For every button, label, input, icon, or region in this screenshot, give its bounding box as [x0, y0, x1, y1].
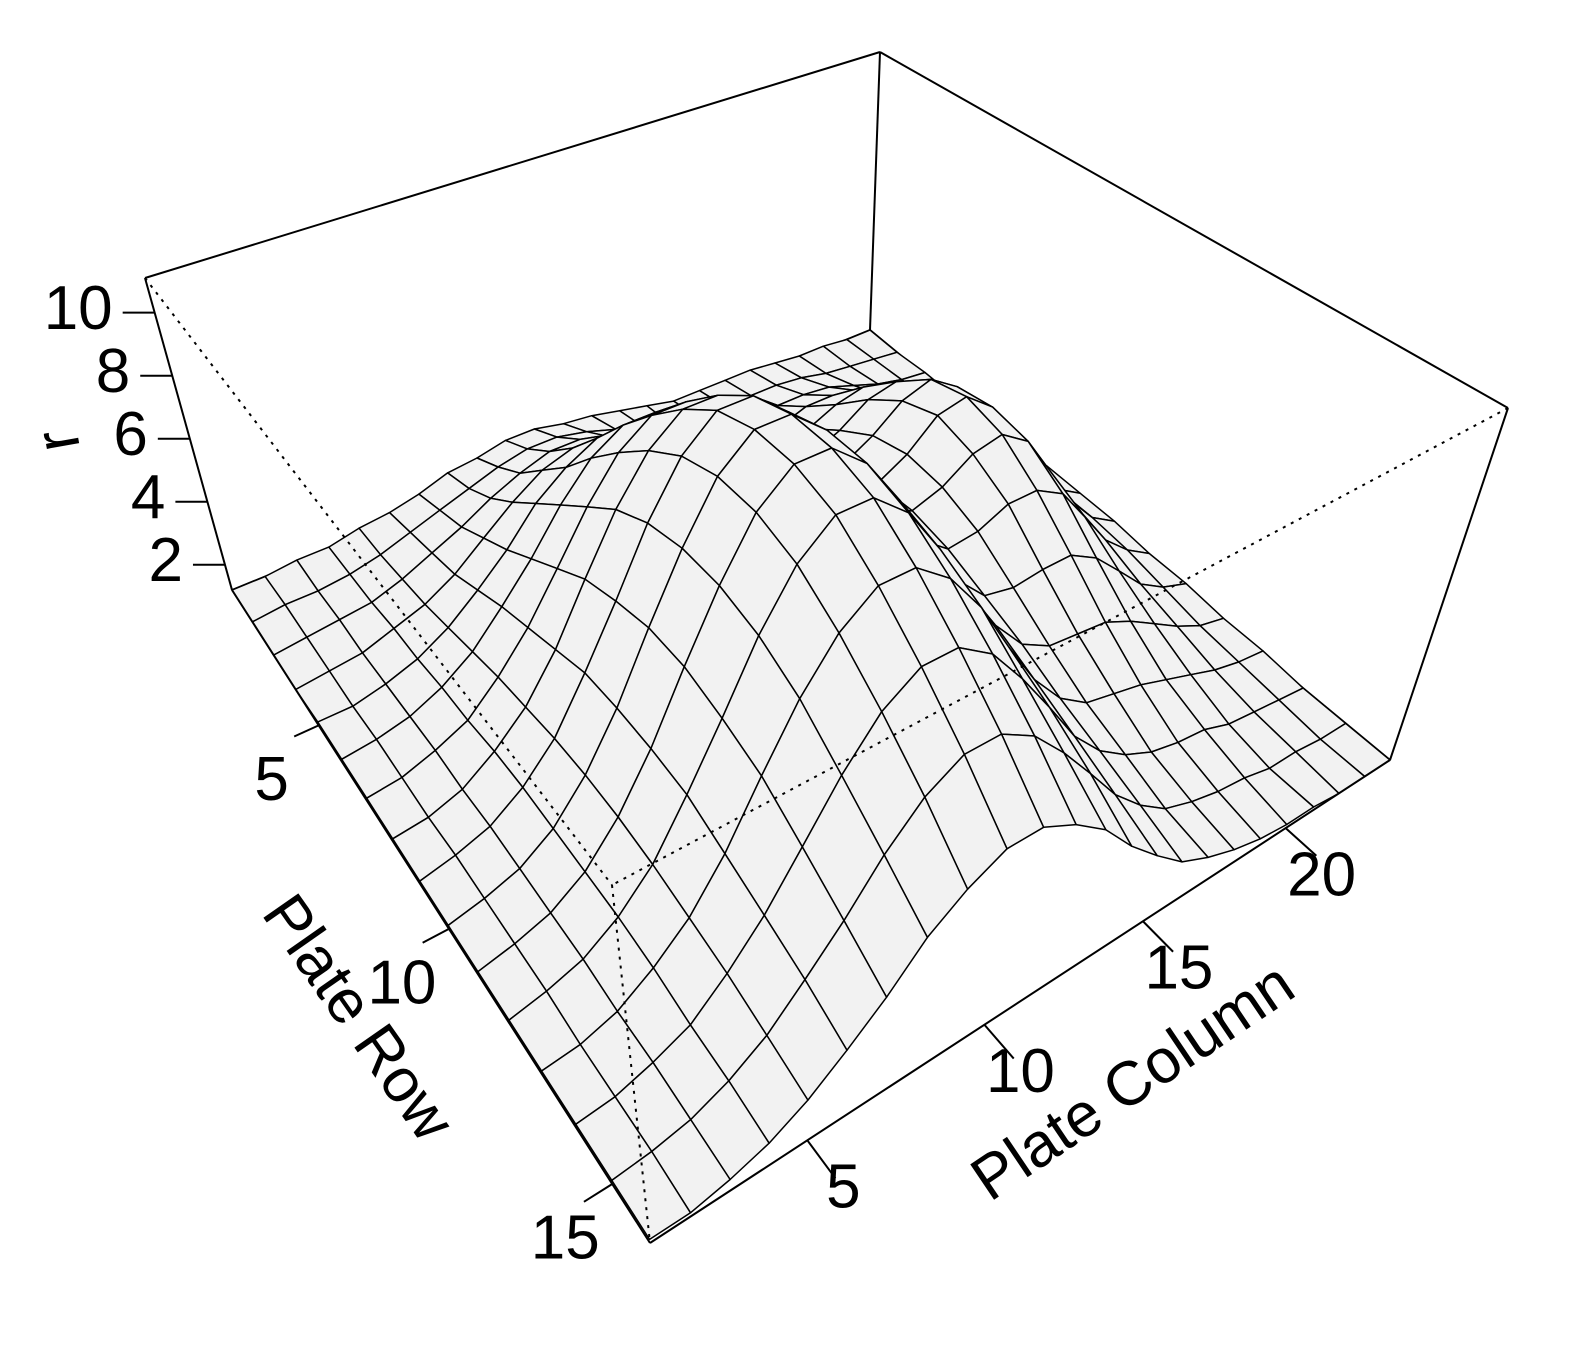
surface-facet	[611, 1150, 692, 1241]
z-tick-label: 10	[44, 274, 113, 343]
x-tick	[583, 1183, 613, 1203]
y-tick-label: 10	[986, 1037, 1055, 1106]
box-edge	[144, 277, 233, 591]
surface	[231, 329, 1391, 1241]
box-edge	[144, 277, 613, 886]
x-tick	[293, 724, 320, 738]
box-front	[144, 277, 1509, 1244]
y-tick-label: 15	[1144, 934, 1213, 1003]
x-tick-label: 10	[367, 948, 436, 1017]
box-edge	[1389, 407, 1509, 761]
y-tick-label: 20	[1287, 840, 1356, 909]
box-edge	[231, 589, 651, 1244]
x-tick-label: 15	[531, 1203, 600, 1272]
y-tick	[1284, 827, 1318, 857]
z-tick-label: 8	[96, 337, 130, 406]
z-tick-label: 2	[148, 526, 182, 595]
box-edge	[144, 51, 881, 279]
x-tick-label: 5	[254, 745, 288, 814]
box-edge	[879, 51, 1509, 409]
box-edge	[649, 759, 1391, 1244]
y-tick-label: 5	[826, 1153, 860, 1222]
y-tick	[1142, 920, 1174, 953]
y-tick	[983, 1024, 1015, 1060]
z-tick-label: 4	[131, 463, 165, 532]
box-edge	[869, 51, 881, 331]
box-edge	[611, 884, 651, 1244]
y-tick	[806, 1139, 837, 1179]
z-tick-label: 6	[113, 400, 147, 469]
x-tick	[422, 928, 450, 944]
